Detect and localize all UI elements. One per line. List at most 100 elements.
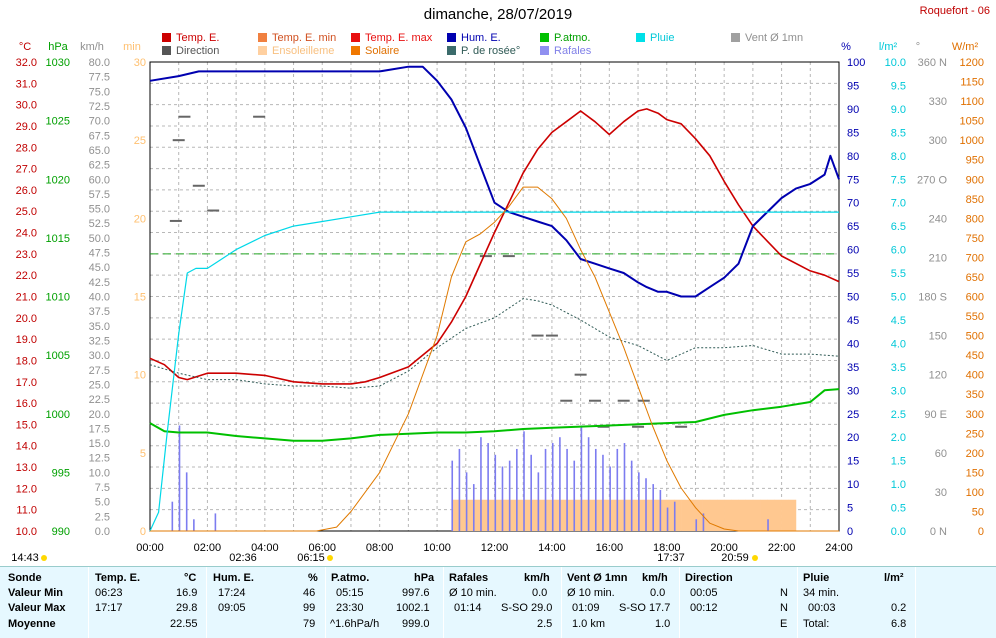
- series-solaire: [150, 186, 839, 532]
- wind-tick: 77.5: [89, 72, 110, 84]
- direction-mark: [192, 184, 205, 187]
- temp-tick: 24.0: [16, 228, 37, 240]
- rain-tick: 2.5: [891, 409, 906, 421]
- stats-gust-avg-label: Ø 10 min.: [449, 587, 497, 599]
- now-marker: [41, 555, 47, 561]
- humidity-tick: 10: [847, 479, 859, 491]
- rain-tick: 1.5: [891, 456, 906, 468]
- legend-label: Pluie: [650, 32, 675, 44]
- stats-temp-max-time: 17:17: [95, 602, 123, 614]
- sunshine-bar: [774, 499, 782, 531]
- sunshine-bars: [451, 499, 797, 531]
- stats-row-mean: Moyenne: [8, 618, 56, 630]
- temp-tick: 19.0: [16, 334, 37, 346]
- direction-mark: [675, 425, 688, 428]
- wind-tick: 57.5: [89, 189, 110, 201]
- time-mark-moonrise: 02:36: [229, 552, 257, 564]
- legend-temp: Temp. E.: [162, 32, 219, 45]
- stats-press-max-time: 23:30: [336, 602, 364, 614]
- solar-tick: 50: [972, 506, 984, 518]
- legend-swatch: [162, 46, 171, 55]
- solar-tick: 700: [966, 252, 984, 264]
- gust-bar: [645, 478, 647, 531]
- humidity-tick: 50: [847, 292, 859, 304]
- legend-swatch: [351, 46, 360, 55]
- rain-tick: 8.0: [891, 151, 906, 163]
- direction-mark: [502, 255, 515, 258]
- gust-bar: [171, 501, 174, 531]
- stats-header-rain: Pluie: [803, 572, 830, 584]
- sun-tick: 15: [134, 292, 146, 304]
- solar-tick: 300: [966, 409, 984, 421]
- solar-tick: 450: [966, 350, 984, 362]
- legend-label: Solaire: [365, 45, 400, 57]
- x-tick: 12:00: [481, 542, 509, 554]
- sun-tick: 30: [134, 57, 146, 69]
- direction-mark: [169, 219, 182, 222]
- gust-bar: [602, 454, 604, 531]
- gust-bar: [616, 448, 619, 531]
- stats-gust-max: S-SO 29.0: [501, 602, 553, 614]
- stats-header-dir: Direction: [685, 572, 733, 584]
- gust-bar: [702, 513, 705, 531]
- humidity-tick: 95: [847, 80, 859, 92]
- temp-tick: 32.0: [16, 57, 37, 69]
- legend-label: Vent Ø 1mn: [745, 32, 804, 44]
- sunshine-bar: [652, 499, 660, 531]
- stats-rain-total: 6.8: [891, 618, 907, 630]
- humidity-tick: 70: [847, 198, 859, 210]
- direction-mark: [574, 373, 587, 376]
- wind-tick: 67.5: [89, 130, 110, 142]
- temp-tick: 20.0: [16, 313, 37, 325]
- sunshine-bar: [530, 499, 538, 531]
- legend-label: Temp. E.: [176, 32, 220, 44]
- gust-bar: [523, 431, 525, 531]
- direction-tick: 360 N: [918, 57, 947, 69]
- sunshine-bar: [537, 499, 546, 531]
- sunshine-bar: [551, 499, 560, 531]
- x-tick: 10:00: [423, 542, 451, 554]
- legend-swatch: [258, 46, 267, 55]
- axis-unit: %: [841, 41, 851, 53]
- stats-header-gust: Rafales: [449, 572, 489, 584]
- legend-label: P. de rosée°: [461, 45, 521, 57]
- stats-hum-max: 99: [303, 602, 316, 614]
- x-tick: 16:00: [596, 542, 624, 554]
- wind-tick: 15.0: [89, 438, 110, 450]
- rain-tick: 7.5: [891, 174, 906, 186]
- humidity-tick: 0: [847, 526, 853, 538]
- stats-hum-mean: 79: [303, 618, 316, 630]
- solar-tick: 800: [966, 213, 984, 225]
- stats-gust-max-time: 01:14: [454, 602, 482, 614]
- solar-tick: 1100: [960, 96, 984, 108]
- direction-tick: 330: [929, 96, 947, 108]
- stats-table: Sonde Valeur Min Valeur Max Moyenne Temp…: [0, 566, 996, 638]
- stats-unit-rain: l/m²: [884, 572, 904, 584]
- gust-bar: [185, 472, 188, 531]
- temp-tick: 17.0: [16, 377, 37, 389]
- temp-tick: 28.0: [16, 142, 37, 154]
- stats-dir-min-time: 00:05: [690, 587, 718, 599]
- humidity-tick: 5: [847, 503, 853, 515]
- solar-tick: 200: [966, 448, 984, 460]
- wind-tick: 45.0: [89, 262, 110, 274]
- legend-pressure: P.atmo.: [540, 32, 591, 45]
- legend-swatch: [162, 33, 171, 42]
- direction-mark: [178, 115, 191, 118]
- sunshine-bar: [738, 499, 746, 531]
- series-p-atmo: [149, 388, 840, 442]
- grid: [149, 61, 840, 532]
- humidity-tick: 75: [847, 174, 859, 186]
- rain-tick: 0.0: [891, 526, 906, 538]
- legend-temp-max: Temp. E. max: [351, 32, 432, 45]
- temp-tick: 10.0: [16, 526, 37, 538]
- axis-unit: km/h: [80, 41, 104, 53]
- temp-tick: 27.0: [16, 164, 37, 176]
- stats-dir-max-time: 00:12: [690, 602, 718, 614]
- direction-mark: [588, 399, 601, 402]
- gust-bar: [587, 437, 590, 531]
- stats-temp-mean: 22.55: [170, 618, 198, 630]
- sunshine-bar: [724, 499, 732, 531]
- sunshine-bar: [501, 499, 510, 531]
- humidity-tick: 25: [847, 409, 859, 421]
